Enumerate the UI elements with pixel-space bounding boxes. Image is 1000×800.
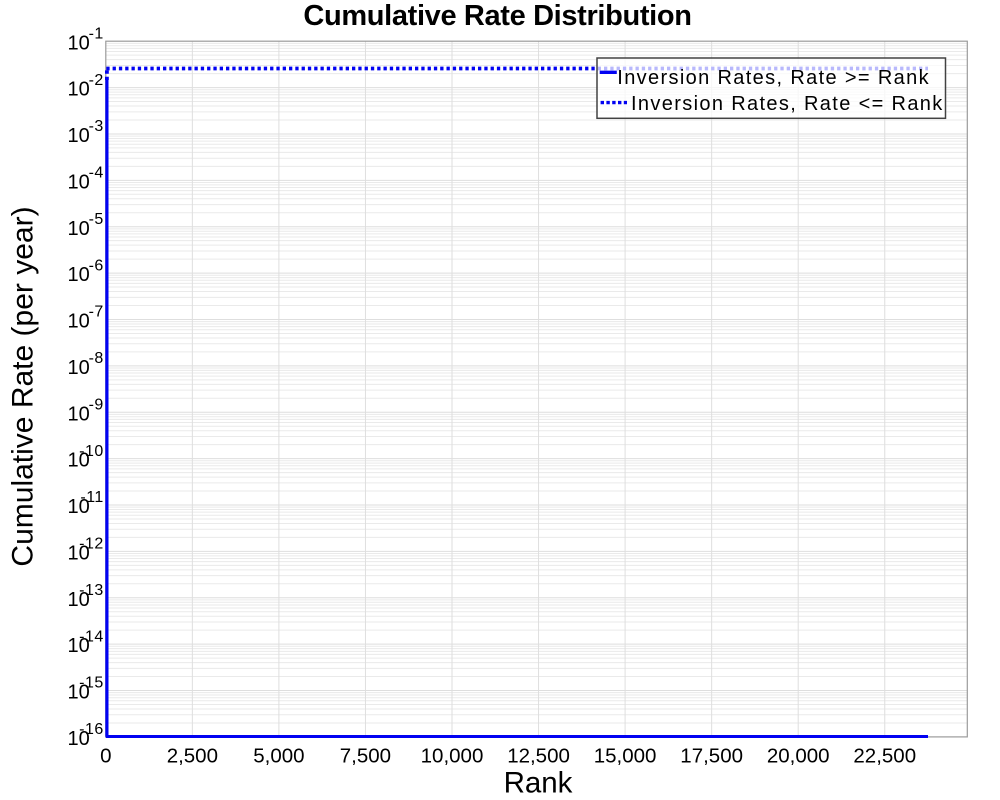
- svg-text:-1: -1: [89, 25, 104, 42]
- svg-text:10: 10: [68, 728, 90, 750]
- svg-text:-14: -14: [79, 628, 104, 645]
- svg-text:10: 10: [68, 403, 90, 425]
- svg-text:-10: -10: [79, 443, 104, 460]
- svg-text:10: 10: [68, 682, 90, 704]
- svg-text:-4: -4: [89, 165, 104, 182]
- svg-text:2,500: 2,500: [167, 744, 218, 767]
- svg-text:-9: -9: [89, 396, 104, 413]
- svg-text:10: 10: [68, 589, 90, 611]
- svg-text:10: 10: [68, 32, 90, 54]
- svg-text:10: 10: [68, 496, 90, 518]
- svg-text:-15: -15: [79, 675, 104, 692]
- svg-text:10: 10: [68, 125, 90, 147]
- svg-text:Cumulative Rate (per year): Cumulative Rate (per year): [7, 206, 40, 566]
- svg-text:-13: -13: [79, 582, 104, 599]
- svg-text:-3: -3: [89, 118, 104, 135]
- svg-text:-5: -5: [89, 211, 104, 228]
- svg-text:15,000: 15,000: [594, 744, 657, 767]
- svg-text:10: 10: [68, 635, 90, 657]
- svg-text:10: 10: [68, 171, 90, 193]
- svg-text:5,000: 5,000: [253, 744, 304, 767]
- svg-text:10: 10: [68, 450, 90, 472]
- svg-text:7,500: 7,500: [340, 744, 391, 767]
- svg-text:-11: -11: [80, 489, 103, 506]
- svg-text:Rank: Rank: [504, 766, 573, 799]
- svg-text:-6: -6: [89, 257, 104, 274]
- svg-text:22,500: 22,500: [853, 744, 916, 767]
- svg-text:10: 10: [68, 311, 90, 333]
- svg-text:10: 10: [68, 357, 90, 379]
- svg-text:10: 10: [68, 79, 90, 101]
- svg-text:-2: -2: [89, 72, 104, 89]
- svg-text:10: 10: [68, 264, 90, 286]
- svg-text:-7: -7: [89, 304, 104, 321]
- svg-text:10: 10: [68, 218, 90, 240]
- svg-text:Cumulative Rate Distribution: Cumulative Rate Distribution: [303, 0, 691, 32]
- svg-text:Inversion Rates, Rate >= Rank: Inversion Rates, Rate >= Rank: [617, 67, 930, 89]
- svg-text:20,000: 20,000: [767, 744, 830, 767]
- svg-text:12,500: 12,500: [507, 744, 570, 767]
- svg-text:0: 0: [100, 744, 111, 767]
- svg-text:Inversion Rates, Rate <= Rank: Inversion Rates, Rate <= Rank: [631, 93, 944, 115]
- svg-text:-16: -16: [79, 721, 104, 738]
- svg-text:-8: -8: [89, 350, 104, 367]
- svg-text:17,500: 17,500: [680, 744, 743, 767]
- svg-text:10: 10: [68, 542, 90, 564]
- svg-text:-12: -12: [79, 536, 104, 553]
- svg-text:10,000: 10,000: [421, 744, 484, 767]
